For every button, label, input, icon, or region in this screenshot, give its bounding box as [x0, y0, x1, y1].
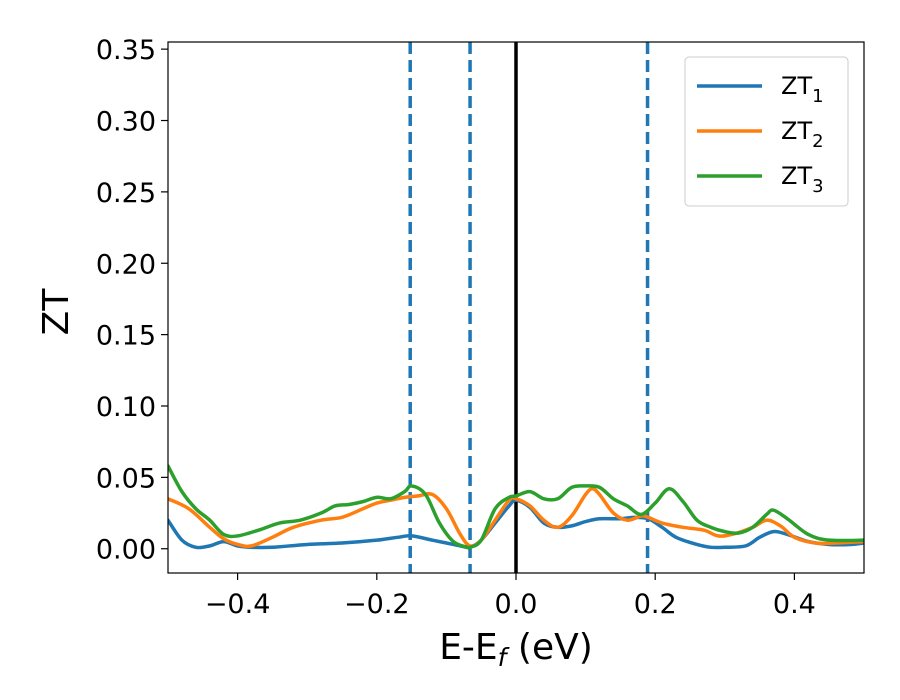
x-tick-label: 0.0 — [495, 589, 538, 620]
legend: ZT1 ZT2 ZT3 — [684, 56, 849, 207]
legend-label: ZT3 — [781, 162, 824, 197]
y-tick-label: 0.10 — [96, 392, 156, 423]
y-tick-label: 0.25 — [96, 178, 156, 209]
x-axis-label: E-Ef (eV) — [439, 627, 593, 672]
legend-label: ZT1 — [781, 72, 824, 107]
series-lines — [168, 464, 864, 550]
x-tick-label: −0.4 — [205, 589, 271, 620]
y-axis-label: ZT — [36, 288, 77, 336]
series-line-zt3 — [168, 464, 864, 550]
x-axis: −0.4 −0.2 0.0 0.2 0.4 — [205, 573, 816, 620]
y-tick-label: 0.35 — [96, 35, 156, 66]
legend-label: ZT2 — [781, 117, 824, 152]
legend-item: ZT3 — [697, 162, 824, 197]
y-axis: 0.00 0.05 0.10 0.15 0.20 0.25 0.30 0.35 — [96, 35, 168, 566]
y-tick-label: 0.20 — [96, 249, 156, 280]
series-line-zt2 — [168, 487, 864, 549]
legend-box — [684, 56, 849, 207]
legend-item: ZT1 — [697, 72, 824, 107]
x-tick-label: 0.2 — [634, 589, 677, 620]
x-tick-label: −0.2 — [344, 589, 410, 620]
y-tick-label: 0.15 — [96, 321, 156, 352]
y-tick-label: 0.00 — [96, 535, 156, 566]
y-tick-label: 0.05 — [96, 463, 156, 494]
x-tick-label: 0.4 — [773, 589, 816, 620]
y-tick-label: 0.30 — [96, 107, 156, 138]
legend-item: ZT2 — [697, 117, 824, 152]
